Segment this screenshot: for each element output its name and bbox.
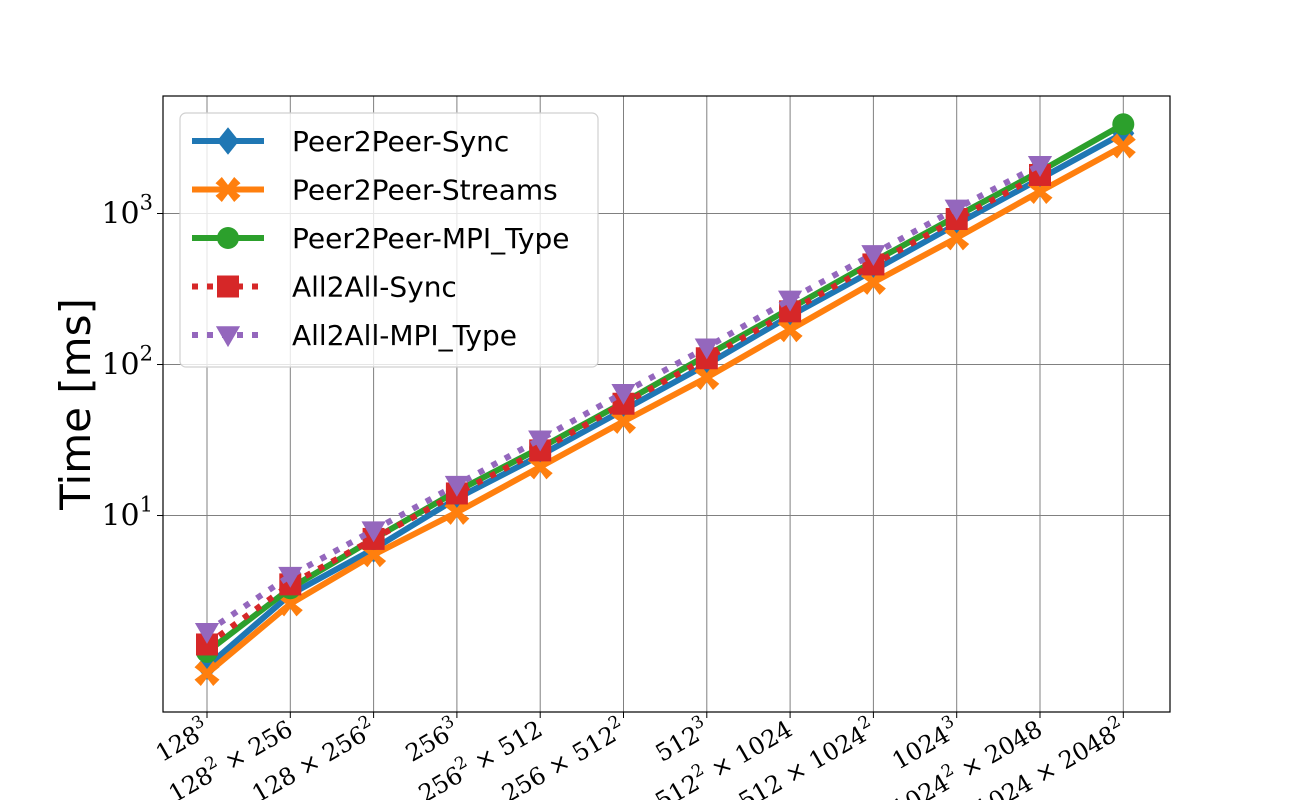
legend-label: Peer2Peer-Sync	[292, 125, 509, 158]
legend-label: All2All-Sync	[292, 271, 457, 304]
data-point-triangle	[194, 622, 220, 644]
data-point-x	[277, 591, 303, 617]
data-point-x	[611, 408, 636, 434]
data-point-triangle	[694, 338, 719, 360]
data-point-x	[694, 365, 720, 391]
series-all2all-mpi-type	[194, 156, 1053, 644]
data-point-circle	[1112, 113, 1135, 136]
data-point-triangle	[528, 430, 553, 452]
data-point-x	[1110, 133, 1136, 159]
data-point-triangle	[215, 326, 241, 348]
series-line	[205, 130, 1125, 669]
data-point-triangle	[278, 566, 303, 588]
data-point-square	[217, 275, 239, 298]
data-point-triangle	[1027, 156, 1053, 177]
data-point-diamond	[217, 127, 239, 155]
data-point-square	[196, 633, 218, 656]
legend-label: All2All-MPI_Type	[292, 319, 517, 352]
data-point-triangle	[444, 475, 469, 497]
y-axis-ticks: 101 102 103	[101, 191, 163, 534]
legend: Peer2Peer-Sync Peer2Peer-Streams Peer2Peer…	[179, 112, 599, 368]
data-point-x	[860, 269, 886, 295]
data-point-x	[215, 177, 241, 202]
data-point-triangle	[611, 383, 636, 405]
series-line	[205, 143, 1125, 676]
y-tick-label: 102	[101, 342, 153, 383]
y-tick-label: 101	[101, 493, 153, 534]
data-point-triangle	[361, 521, 386, 543]
data-point-triangle	[944, 199, 969, 221]
data-point-x	[777, 317, 803, 343]
data-point-triangle	[861, 245, 886, 267]
legend-box	[179, 112, 599, 368]
legend-label: Peer2Peer-MPI_Type	[292, 222, 569, 255]
data-point-triangle	[778, 290, 803, 312]
y-tick-label: 103	[101, 191, 153, 232]
y-axis-label: Time [ms]	[51, 298, 100, 511]
data-point-x	[194, 660, 220, 686]
plot-frame	[162, 95, 1171, 713]
data-point-x	[444, 499, 470, 525]
data-point-circle	[217, 227, 239, 249]
legend-label: Peer2Peer-Streams	[292, 174, 558, 207]
series-layer	[194, 113, 1136, 686]
data-point-x	[944, 225, 970, 251]
